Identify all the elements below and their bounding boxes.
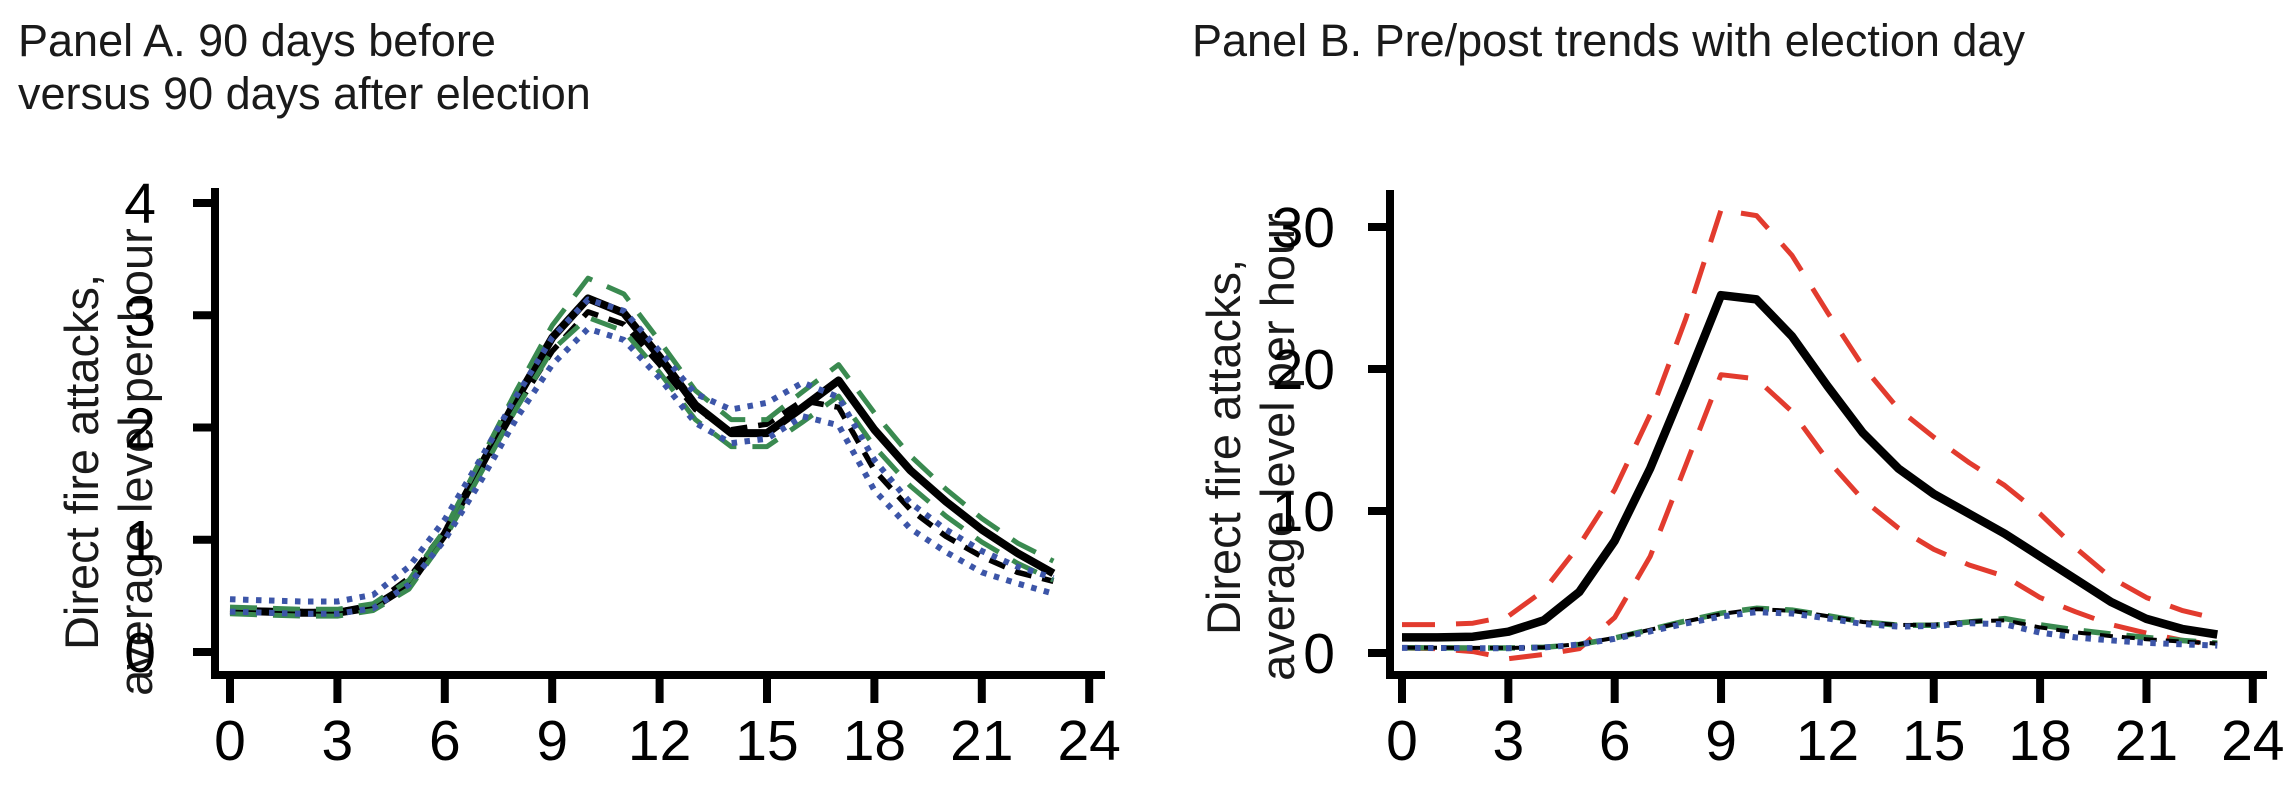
- axis-line: [1386, 190, 2267, 679]
- y-tick-label: 0: [1303, 622, 1335, 686]
- x-tick-label: 15: [735, 709, 798, 773]
- panel-a: Panel A. 90 days before versus 90 days af…: [18, 14, 1121, 773]
- series-before-ci-upper: [229, 275, 1055, 612]
- panel-b: Panel B. Pre/post trends with election d…: [1148, 0, 2296, 800]
- x-tick-label: 12: [1796, 709, 1859, 773]
- x-tick-label: 15: [1902, 709, 1965, 773]
- series-election-day-ci-upper: [1402, 207, 2218, 628]
- x-tick-label: 3: [1492, 709, 1524, 773]
- x-tick-label: 3: [322, 709, 354, 773]
- y-tick-label: 1: [124, 509, 156, 573]
- x-tick-label: 0: [1386, 709, 1418, 773]
- x-tick-label: 6: [1599, 709, 1631, 773]
- series-pre-post-mid-trend: [1401, 607, 2218, 650]
- panel-a-title-line2: versus 90 days after election: [18, 68, 591, 119]
- x-tick-label: 21: [2115, 709, 2178, 773]
- y-tick-label: 3: [124, 284, 156, 348]
- x-tick-label: 18: [2008, 709, 2071, 773]
- axis-line: [211, 188, 1105, 679]
- y-tick-label: 10: [1272, 480, 1335, 544]
- series-before-election-mean: [229, 294, 1056, 617]
- x-tick-label: 0: [214, 709, 246, 773]
- y-tick-label: 0: [124, 621, 156, 685]
- x-tick-label: 12: [628, 709, 691, 773]
- x-tick-label: 9: [1705, 709, 1737, 773]
- y-tick-label: 2: [124, 397, 156, 461]
- y-tick-label: 20: [1272, 338, 1335, 402]
- y-tick-label: 30: [1272, 196, 1335, 260]
- x-tick-label: 24: [2221, 709, 2284, 773]
- x-tick-label: 6: [429, 709, 461, 773]
- y-tick-label: 4: [124, 172, 156, 236]
- panel-a-title: Panel A. 90 days before versus 90 days af…: [18, 14, 591, 120]
- x-tick-label: 24: [1057, 709, 1120, 773]
- series-election-day-mean: [1402, 290, 2218, 642]
- x-tick-label: 9: [536, 709, 568, 773]
- panel-b-title: Panel B. Pre/post trends with election d…: [1192, 14, 2025, 67]
- x-tick-label: 21: [950, 709, 1013, 773]
- x-tick-label: 18: [843, 709, 906, 773]
- series-after-ci-lower: [229, 325, 1055, 617]
- panel-b-plot: 0 10 20 30 0 3 6 9 12 15 18 21 24: [1272, 190, 2285, 773]
- panel-a-title-line1: Panel A. 90 days before: [18, 15, 496, 66]
- series-after-ci-upper: [229, 296, 1055, 605]
- panel-b-title-line1: Panel B. Pre/post trends with election d…: [1192, 15, 2025, 66]
- series-after-election-mean: [229, 309, 1055, 615]
- series-election-day-ci-lower: [1401, 372, 2218, 662]
- series-before-ci-lower: [229, 315, 1055, 619]
